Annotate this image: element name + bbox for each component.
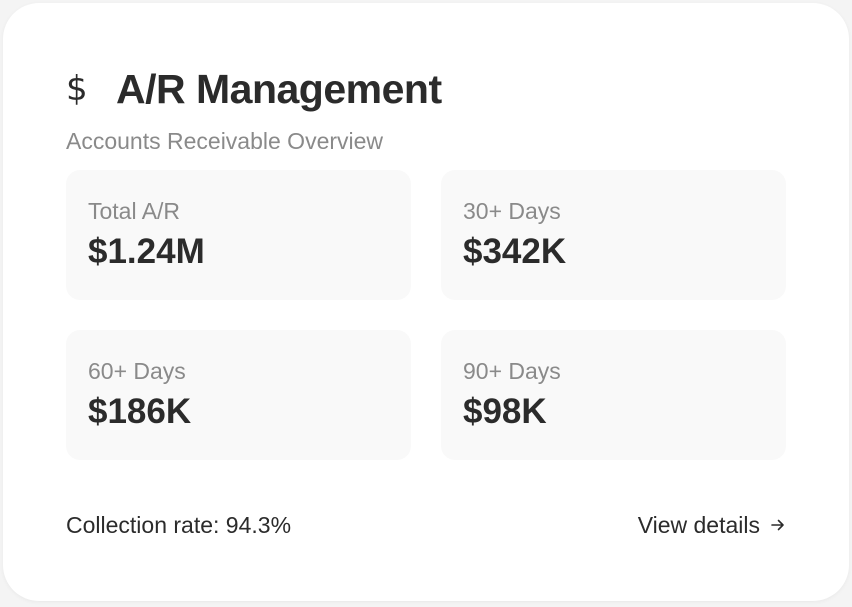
stat-label: 90+ Days <box>463 358 561 384</box>
stat-label: Total A/R <box>88 198 181 224</box>
stat-value: $98K <box>463 392 547 431</box>
stat-tile-60-days: 60+ Days $186K <box>66 330 411 460</box>
collection-rate: Collection rate: 94.3% <box>66 512 292 538</box>
stat-label: 30+ Days <box>463 198 561 224</box>
dollar-icon: $ <box>66 69 88 109</box>
view-details-link[interactable]: View details <box>638 511 786 539</box>
ar-management-card: $ A/R Management Accounts Receivable Ove… <box>3 3 849 601</box>
stat-tile-total-ar: Total A/R $1.24M <box>66 170 411 300</box>
stat-value: $186K <box>88 392 192 431</box>
card-subtitle: Accounts Receivable Overview <box>66 128 384 154</box>
card-title: A/R Management <box>116 66 442 112</box>
stat-value: $342K <box>463 232 567 271</box>
arrow-right-icon <box>770 517 786 533</box>
stat-label: 60+ Days <box>88 358 186 384</box>
card-header: $ A/R Management <box>66 65 442 113</box>
stat-value: $1.24M <box>88 232 205 271</box>
stat-tile-30-days: 30+ Days $342K <box>441 170 786 300</box>
view-details-label: View details <box>637 512 760 538</box>
stat-tile-90-days: 90+ Days $98K <box>441 330 786 460</box>
